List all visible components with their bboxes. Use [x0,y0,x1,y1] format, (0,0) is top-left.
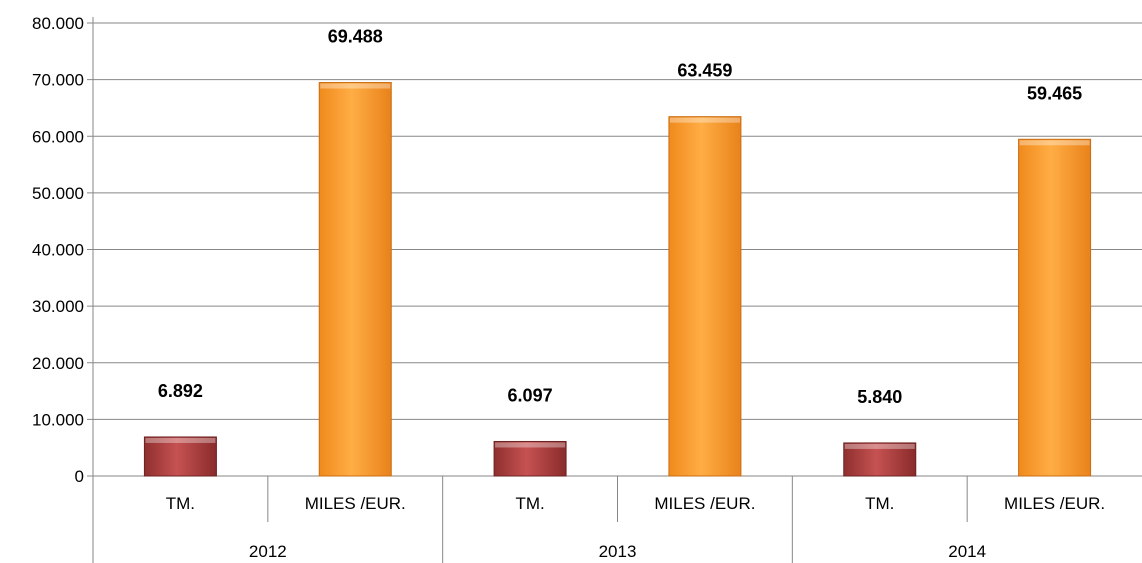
bars [143,82,1092,477]
group-label-2012: 2012 [249,542,287,561]
category-label-2-0: TM. [865,494,894,513]
bar-highlight-1-1 [669,117,740,123]
category-label-1-1: MILES /EUR. [654,494,755,513]
data-label-2013-miles-eur: 63.459 [677,61,732,81]
y-tick-label-4: 40.000 [32,241,84,260]
group-label-2013: 2013 [599,542,637,561]
y-axis: 0 10.000 20.000 30.000 40.000 50.000 60.000 70.… [32,14,94,563]
data-labels: 6.892 69.488 6.097 63.459 5.840 59.465 [158,27,1082,407]
bar-2013-tm [493,440,567,477]
bar-2014-tm [843,442,917,477]
y-tick-label-5: 50.000 [32,184,84,203]
bar-highlight-0-0 [145,437,216,443]
bar-2012-tm [143,436,217,477]
data-label-2012-miles-eur: 69.488 [328,27,383,47]
bar-highlight-1-0 [495,442,566,448]
category-label-0-0: TM. [166,494,195,513]
gridlines [93,22,1142,477]
data-label-2012-tm: 6.892 [158,381,203,401]
data-label-2014-tm: 5.840 [857,387,902,407]
bar-highlight-0-1 [320,83,391,89]
bar-2012-miles-eur [318,82,392,477]
bar-2014-miles-eur [1018,138,1092,477]
category-label-1-0: TM. [515,494,544,513]
y-tick-label-1: 10.000 [32,410,84,429]
y-tick-label-8: 80.000 [32,14,84,33]
y-tick-label-2: 20.000 [32,354,84,373]
bar-highlight-2-1 [1019,140,1090,146]
bar-highlight-2-0 [844,443,915,449]
x-axis: TM. MILES /EUR. 2012 TM. MILES /EUR. 2013 TM. M… [166,476,1105,563]
y-tick-label-3: 30.000 [32,297,84,316]
data-label-2013-tm: 6.097 [508,385,553,405]
y-tick-label-6: 60.000 [32,127,84,146]
category-label-0-1: MILES /EUR. [305,494,406,513]
category-label-2-1: MILES /EUR. [1004,494,1105,513]
data-label-2014-miles-eur: 59.465 [1027,83,1082,103]
y-tick-label-0: 0 [75,467,84,486]
bar-2013-miles-eur [668,116,742,477]
y-tick-label-7: 70.000 [32,71,84,90]
group-label-2014: 2014 [948,542,986,561]
